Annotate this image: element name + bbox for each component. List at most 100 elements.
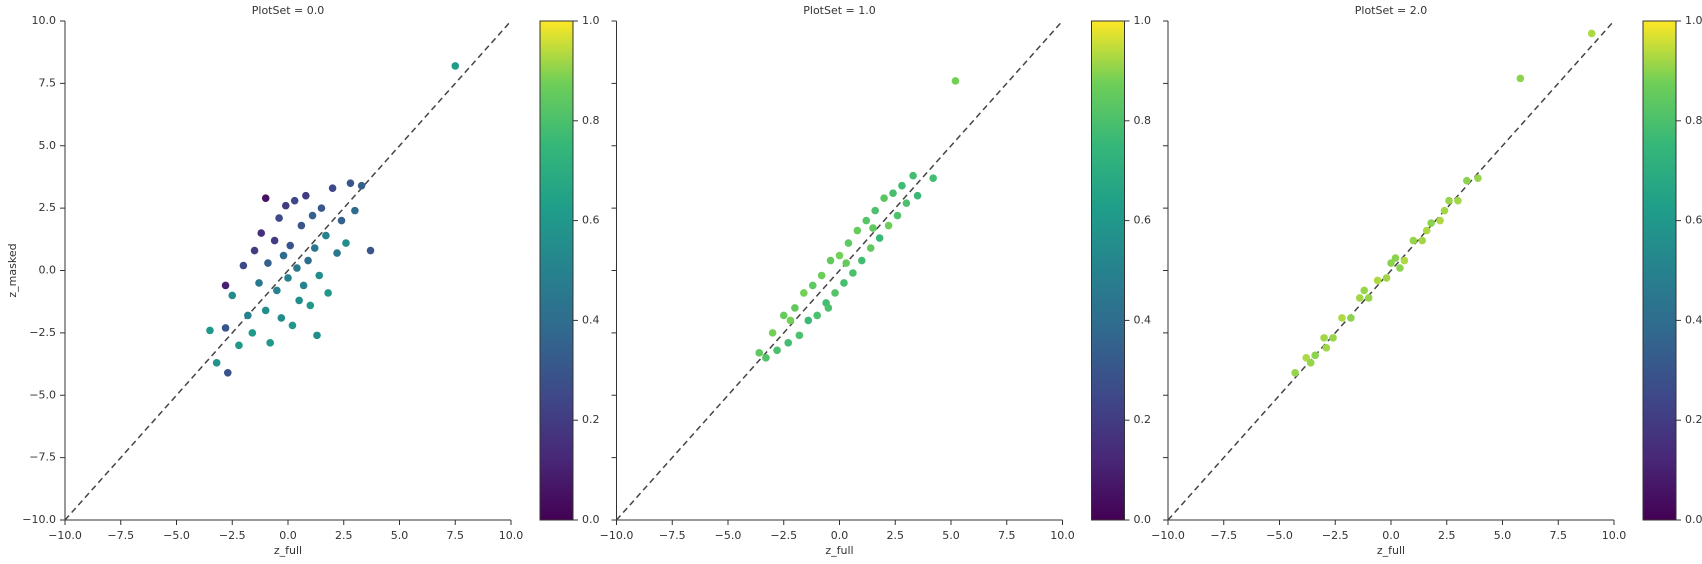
scatter-point xyxy=(275,214,283,222)
scatter-point xyxy=(773,346,781,355)
scatter-point xyxy=(277,314,286,322)
x-tick-label: 7.5 xyxy=(447,529,465,542)
scatter-point xyxy=(804,316,813,325)
scatter-point xyxy=(235,341,243,350)
scatter-point xyxy=(1322,344,1331,352)
colorbar-tick-label: 0.0 xyxy=(1134,513,1152,526)
scatter-point xyxy=(302,191,310,200)
scatter-point xyxy=(1387,259,1395,267)
x-tick-label: 0.0 xyxy=(1382,529,1400,542)
scatter-point xyxy=(784,339,793,347)
scatter-point xyxy=(281,201,290,210)
colorbar-tick-label: 0.4 xyxy=(1685,313,1702,326)
x-tick-label: 2.5 xyxy=(335,529,353,542)
colorbar-tick-label: 0.4 xyxy=(1134,313,1152,326)
x-tick-label: 2.5 xyxy=(887,529,905,542)
scatter-point xyxy=(288,321,297,330)
identity-line xyxy=(1167,20,1615,521)
scatter-point xyxy=(273,286,281,295)
x-tick-label: 10.0 xyxy=(499,529,524,542)
scatter-point xyxy=(315,271,324,280)
scatter-point xyxy=(1422,226,1431,235)
scatter-point xyxy=(257,229,266,237)
scatter-point xyxy=(1360,286,1369,295)
scatter-point xyxy=(1427,219,1435,227)
colorbar-tick-label: 0.6 xyxy=(1685,214,1702,227)
scatter-point xyxy=(1400,256,1409,265)
x-axis-label: z_full xyxy=(274,544,302,557)
colorbar-tick-label: 0.4 xyxy=(582,313,600,326)
x-tick-label: −2.5 xyxy=(219,529,246,542)
scatter-point xyxy=(1440,206,1449,215)
scatter-point xyxy=(304,256,312,265)
colorbar xyxy=(1642,20,1677,521)
scatter-point xyxy=(310,244,319,252)
scatter-point xyxy=(786,316,795,325)
scatter-point xyxy=(898,181,906,190)
scatter-point xyxy=(264,259,272,267)
x-tick-label: −7.5 xyxy=(659,529,686,542)
scatter-point xyxy=(1373,276,1382,285)
scatter-point xyxy=(768,329,777,337)
scatter-point xyxy=(791,304,799,312)
colorbar-tick-label: 0.8 xyxy=(582,114,600,127)
y-tick-label: 5.0 xyxy=(39,139,57,152)
scatter-point xyxy=(1474,174,1482,182)
scatter-point xyxy=(842,259,850,267)
scatter-point xyxy=(1396,264,1404,272)
scatter-point xyxy=(913,191,922,200)
scatter-point xyxy=(1587,29,1596,38)
scatter-point xyxy=(858,256,866,265)
scatter-point xyxy=(1355,294,1364,302)
x-tick-label: −10.0 xyxy=(600,529,634,542)
scatter-point xyxy=(1320,334,1328,342)
scatter-point xyxy=(817,271,826,280)
scatter-point xyxy=(800,289,808,297)
colorbar-tick-label: 0.8 xyxy=(1685,114,1702,127)
scatter-point xyxy=(1454,196,1462,205)
x-tick-label: −5.0 xyxy=(163,529,190,542)
scatter-point xyxy=(929,174,937,182)
scatter-point xyxy=(755,349,764,357)
scatter-point xyxy=(1418,236,1427,245)
scatter-point xyxy=(357,181,366,190)
y-axis-label: z_masked xyxy=(6,243,19,297)
y-tick-label: −5.0 xyxy=(29,388,56,401)
scatter-point xyxy=(880,194,888,202)
scatter-point xyxy=(297,221,306,230)
scatter-point xyxy=(279,251,288,260)
colorbar-tick-label: 1.0 xyxy=(582,14,600,27)
scatter-point xyxy=(871,206,879,215)
x-tick-label: −5.0 xyxy=(1266,529,1293,542)
scatter-point xyxy=(1516,74,1525,83)
panel-title: PlotSet = 1.0 xyxy=(803,4,876,17)
scatter-point xyxy=(266,339,274,347)
scatter-point xyxy=(1311,351,1319,360)
scatter-point xyxy=(1382,274,1391,282)
scatter-point xyxy=(295,296,303,305)
scatter-point xyxy=(875,234,884,242)
scatter-point xyxy=(1329,334,1337,342)
colorbar-tick-label: 0.2 xyxy=(582,413,600,426)
scatter-point xyxy=(290,196,299,205)
x-tick-label: 7.5 xyxy=(1550,529,1568,542)
scatter-point xyxy=(255,279,263,287)
scatter-point xyxy=(889,189,897,197)
scatter-point xyxy=(270,236,279,245)
x-tick-label: −10.0 xyxy=(1151,529,1185,542)
scatter-point xyxy=(317,204,326,212)
panel-title: PlotSet = 0.0 xyxy=(252,4,325,17)
scatter-point xyxy=(293,264,301,272)
x-tick-label: −7.5 xyxy=(1210,529,1237,542)
x-tick-label: 10.0 xyxy=(1602,529,1627,542)
x-axis-label: z_full xyxy=(825,544,853,557)
scatter-point xyxy=(333,249,341,257)
x-tick-label: 2.5 xyxy=(1438,529,1456,542)
scatter-point xyxy=(451,62,460,70)
scatter-point xyxy=(849,269,857,277)
colorbar xyxy=(539,20,574,521)
scatter-point xyxy=(862,216,871,225)
scatter-point xyxy=(366,246,375,255)
x-tick-label: 5.0 xyxy=(391,529,409,542)
identity-line xyxy=(64,20,512,521)
